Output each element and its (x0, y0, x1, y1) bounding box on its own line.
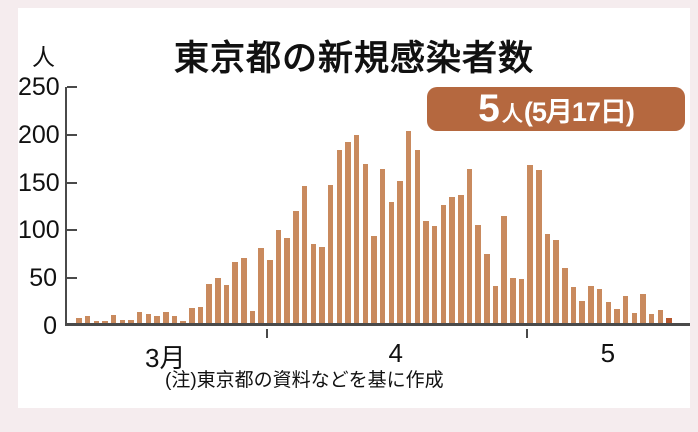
bar (466, 169, 473, 323)
bar (648, 314, 655, 323)
bar (197, 306, 204, 323)
bar (327, 185, 334, 323)
bar (128, 320, 134, 323)
y-tick-label: 200 (18, 120, 60, 149)
bar (388, 201, 395, 323)
bar (293, 211, 299, 323)
bar (640, 294, 646, 323)
month-boundary-tick (265, 329, 268, 338)
bar (93, 321, 100, 323)
bar (301, 186, 308, 323)
bar (544, 234, 551, 323)
bar (449, 196, 455, 323)
bar-latest (666, 318, 672, 323)
bar (579, 301, 585, 323)
bar (605, 301, 611, 323)
bar (614, 308, 620, 323)
bar (596, 288, 603, 323)
x-axis-line (65, 323, 690, 326)
bar (223, 284, 230, 323)
bar (362, 164, 369, 323)
bar (510, 278, 516, 323)
bar (110, 315, 117, 323)
badge-value: 5 (478, 87, 500, 130)
y-tick-mark (67, 181, 77, 184)
bar (145, 314, 152, 323)
bar (84, 316, 91, 323)
y-tick-label: 100 (18, 216, 60, 245)
chart-card: 東京都の新規感染者数 人 250 200 150 100 50 0 5 人 (5月17日) (… (18, 8, 690, 408)
bar (163, 312, 169, 323)
bar (527, 165, 533, 323)
x-month-label: 4 (388, 338, 403, 368)
bar (570, 286, 577, 323)
bar (536, 170, 542, 323)
bar (353, 134, 360, 323)
bar (258, 248, 264, 323)
y-tick-mark (67, 277, 77, 280)
badge-date: (5月17日) (523, 97, 635, 127)
bar (189, 307, 195, 323)
bar (310, 243, 316, 323)
y-tick-label: 250 (18, 73, 60, 101)
source-note: (注)東京都の資料などを基に作成 (165, 370, 444, 391)
bar (319, 246, 325, 323)
bar (76, 318, 82, 323)
y-tick-label: 50 (29, 264, 57, 293)
bar (171, 316, 178, 323)
bar (154, 316, 160, 323)
y-tick-mark (67, 86, 77, 88)
y-tick-label: 150 (18, 168, 60, 197)
latest-value-badge: 5 人 (5月17日) (427, 87, 685, 131)
bar (484, 254, 490, 323)
y-axis-unit-label: 人 (32, 44, 55, 70)
bar (475, 224, 481, 323)
y-tick-mark (67, 229, 77, 232)
bar (371, 236, 377, 323)
bar (631, 313, 638, 323)
bar (518, 279, 525, 323)
y-tick-mark (67, 133, 77, 136)
bar (553, 239, 559, 323)
bar (336, 149, 343, 323)
month-boundary-tick (525, 329, 528, 338)
bar (136, 311, 143, 323)
badge-unit: 人 (501, 103, 523, 126)
bar (275, 230, 282, 323)
bar (405, 130, 412, 323)
bar (440, 205, 447, 323)
bar (232, 261, 238, 323)
bar (458, 194, 464, 323)
bar (657, 309, 664, 323)
bar (431, 225, 438, 323)
bar (206, 283, 212, 323)
bar (241, 258, 247, 323)
bar (423, 220, 429, 323)
bar (102, 321, 108, 323)
bar (215, 278, 221, 323)
bar (379, 169, 386, 323)
bar (501, 215, 507, 323)
bar (492, 285, 499, 323)
y-axis-labels: 250 200 150 100 50 0 (18, 8, 60, 408)
bar (267, 259, 273, 323)
y-tick-label: 0 (43, 312, 57, 340)
bar (249, 310, 256, 323)
x-month-label: 5 (600, 338, 616, 368)
bar (562, 267, 568, 323)
bar-chart-plot (65, 86, 690, 338)
bar (284, 237, 290, 323)
bar (622, 296, 629, 323)
bar (119, 320, 126, 323)
page-title: 東京都の新規感染者数 (173, 39, 534, 78)
x-month-label: 3月 (145, 343, 186, 373)
bar (345, 142, 351, 323)
bar (588, 285, 594, 323)
y-axis-line (65, 87, 67, 326)
bar (180, 321, 186, 323)
bar (397, 180, 403, 323)
bar (414, 149, 421, 323)
